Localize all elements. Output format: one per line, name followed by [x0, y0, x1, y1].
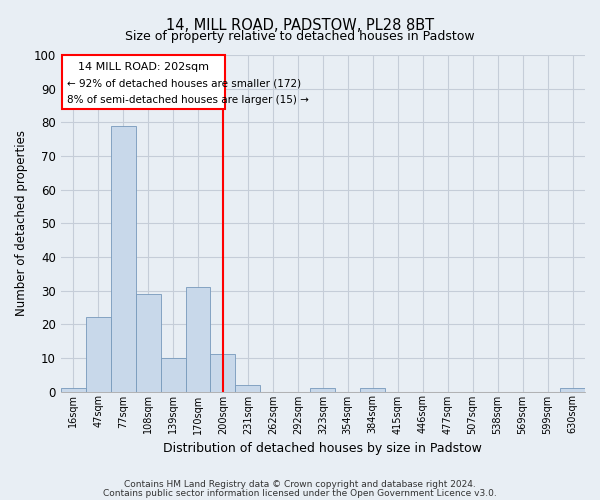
Text: 14 MILL ROAD: 202sqm: 14 MILL ROAD: 202sqm	[78, 62, 209, 72]
Text: 14, MILL ROAD, PADSTOW, PL28 8BT: 14, MILL ROAD, PADSTOW, PL28 8BT	[166, 18, 434, 32]
Text: Contains HM Land Registry data © Crown copyright and database right 2024.: Contains HM Land Registry data © Crown c…	[124, 480, 476, 489]
Bar	[235, 385, 260, 392]
Bar	[61, 388, 86, 392]
Bar	[310, 388, 335, 392]
Bar	[86, 318, 110, 392]
Bar	[211, 354, 235, 392]
Bar	[136, 294, 161, 392]
Bar	[560, 388, 585, 392]
Text: Contains public sector information licensed under the Open Government Licence v3: Contains public sector information licen…	[103, 489, 497, 498]
FancyBboxPatch shape	[62, 55, 226, 109]
Bar	[110, 126, 136, 392]
X-axis label: Distribution of detached houses by size in Padstow: Distribution of detached houses by size …	[163, 442, 482, 455]
Text: Size of property relative to detached houses in Padstow: Size of property relative to detached ho…	[125, 30, 475, 43]
Text: 8% of semi-detached houses are larger (15) →: 8% of semi-detached houses are larger (1…	[67, 96, 309, 106]
Bar	[185, 287, 211, 392]
Y-axis label: Number of detached properties: Number of detached properties	[15, 130, 28, 316]
Bar	[360, 388, 385, 392]
Text: ← 92% of detached houses are smaller (172): ← 92% of detached houses are smaller (17…	[67, 78, 301, 88]
Bar	[161, 358, 185, 392]
